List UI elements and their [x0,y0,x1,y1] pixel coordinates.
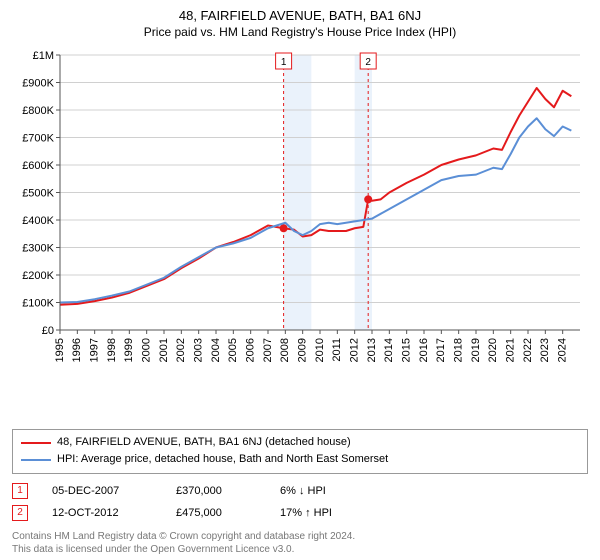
sale-delta: 6% ↓ HPI [280,480,326,502]
svg-text:£900K: £900K [22,78,54,90]
svg-text:2012: 2012 [349,338,361,362]
svg-text:£300K: £300K [22,243,54,255]
chart-subtitle: Price paid vs. HM Land Registry's House … [12,25,588,39]
svg-text:2: 2 [365,57,371,68]
legend-swatch [21,442,51,444]
sale-marker: 1 [12,483,28,499]
svg-text:£700K: £700K [22,133,54,145]
svg-text:2002: 2002 [175,338,187,362]
svg-text:2006: 2006 [245,338,257,362]
svg-text:2023: 2023 [539,338,551,362]
footer-line-2: This data is licensed under the Open Gov… [12,543,588,556]
svg-text:2022: 2022 [522,338,534,362]
svg-text:1999: 1999 [123,338,135,362]
svg-text:1998: 1998 [106,338,118,362]
sale-date: 05-DEC-2007 [52,480,152,502]
sale-marker: 2 [12,505,28,521]
svg-text:2020: 2020 [487,338,499,362]
legend-label: 48, FAIRFIELD AVENUE, BATH, BA1 6NJ (det… [57,434,351,452]
sale-price: £370,000 [176,480,256,502]
svg-text:1996: 1996 [71,338,83,362]
legend-item: 48, FAIRFIELD AVENUE, BATH, BA1 6NJ (det… [21,434,579,452]
footer-line-1: Contains HM Land Registry data © Crown c… [12,530,588,543]
svg-text:2001: 2001 [158,338,170,362]
svg-text:£0: £0 [42,325,54,337]
legend-label: HPI: Average price, detached house, Bath… [57,451,388,469]
chart-title: 48, FAIRFIELD AVENUE, BATH, BA1 6NJ [12,8,588,23]
legend: 48, FAIRFIELD AVENUE, BATH, BA1 6NJ (det… [12,429,588,474]
sale-row: 1 05-DEC-2007 £370,000 6% ↓ HPI [12,480,588,502]
svg-text:£200K: £200K [22,270,54,282]
svg-text:2005: 2005 [227,338,239,362]
svg-text:2007: 2007 [262,338,274,362]
legend-swatch [21,459,51,461]
sales-table: 1 05-DEC-2007 £370,000 6% ↓ HPI 2 12-OCT-2012… [12,480,588,524]
svg-text:2024: 2024 [557,338,569,362]
svg-text:£100K: £100K [22,298,54,310]
attribution-footer: Contains HM Land Registry data © Crown c… [12,530,588,556]
svg-text:2011: 2011 [331,338,343,362]
legend-item: HPI: Average price, detached house, Bath… [21,451,579,469]
svg-text:2017: 2017 [435,338,447,362]
svg-text:2008: 2008 [279,338,291,362]
svg-text:2013: 2013 [366,338,378,362]
chart-area: £0 £100K £200K £300K £400K £500K £600K £700K £80… [12,45,588,423]
svg-text:2003: 2003 [193,338,205,362]
svg-text:2019: 2019 [470,338,482,362]
svg-text:2010: 2010 [314,338,326,362]
svg-text:£800K: £800K [22,105,54,117]
svg-text:£1M: £1M [33,50,54,62]
svg-text:2004: 2004 [210,338,222,362]
svg-text:2016: 2016 [418,338,430,362]
sale-price: £475,000 [176,502,256,524]
svg-text:2015: 2015 [401,338,413,362]
line-chart: £0 £100K £200K £300K £400K £500K £600K £700K £80… [12,45,588,375]
sale-date: 12-OCT-2012 [52,502,152,524]
sale-delta: 17% ↑ HPI [280,502,332,524]
svg-text:£400K: £400K [22,215,54,227]
svg-text:2000: 2000 [141,338,153,362]
svg-text:2018: 2018 [453,338,465,362]
svg-text:£500K: £500K [22,188,54,200]
svg-text:2009: 2009 [297,338,309,362]
svg-text:1: 1 [281,57,287,68]
svg-text:1995: 1995 [54,338,66,362]
svg-text:1997: 1997 [89,338,101,362]
svg-text:2021: 2021 [505,338,517,362]
svg-text:2014: 2014 [383,338,395,362]
svg-text:£600K: £600K [22,160,54,172]
sale-row: 2 12-OCT-2012 £475,000 17% ↑ HPI [12,502,588,524]
